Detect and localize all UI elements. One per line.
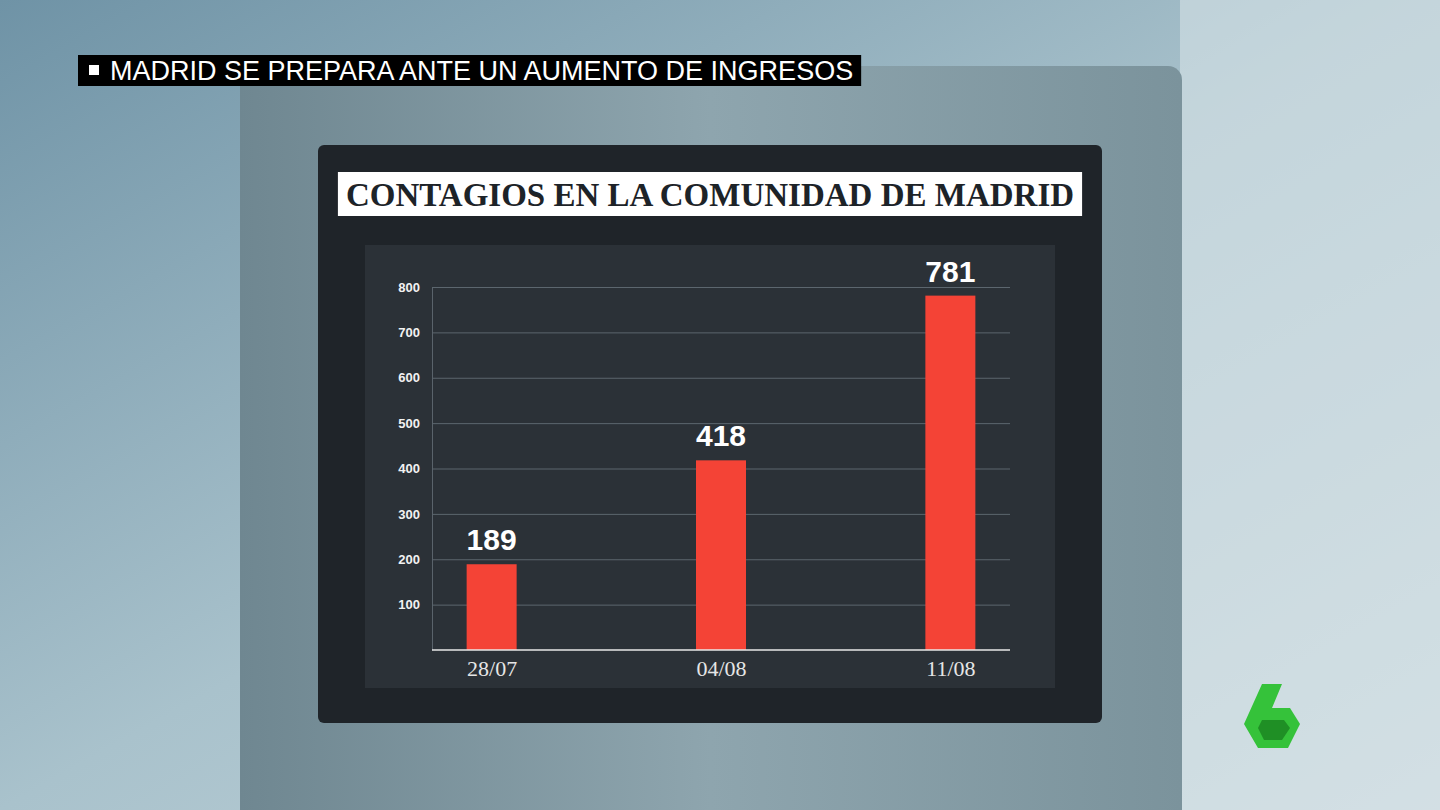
data-label: 189	[467, 523, 517, 556]
grid-line	[432, 332, 1010, 333]
y-tick-label: 800	[398, 280, 420, 295]
bar	[467, 564, 517, 650]
y-tick-label: 300	[398, 507, 420, 522]
y-tick-label: 500	[398, 416, 420, 431]
data-label: 781	[925, 255, 975, 288]
channel-logo	[1244, 684, 1300, 748]
y-tick: 800	[398, 280, 1010, 295]
x-tick: 04/08	[696, 656, 746, 681]
plot-panel	[365, 245, 1055, 688]
background-light	[1180, 0, 1440, 810]
bars	[467, 296, 976, 650]
title-text: CONTAGIOS EN LA COMUNIDAD DE MADRID	[346, 177, 1074, 213]
caption-text: MADRID SE PREPARA ANTE UN AUMENTO DE ING…	[110, 56, 853, 86]
monitor-screen	[318, 145, 1102, 723]
channel-logo-inner	[1258, 720, 1290, 740]
grid-line	[432, 378, 1010, 379]
bar	[925, 296, 975, 650]
x-tick: 28/07	[467, 656, 517, 681]
caption-bullet	[89, 65, 99, 75]
y-tick: 600	[398, 370, 1010, 385]
x-axis-line	[432, 649, 1010, 651]
title-box	[338, 172, 1082, 216]
x-tick-label: 28/07	[467, 656, 517, 681]
y-tick-label: 200	[398, 552, 420, 567]
data-label: 418	[696, 419, 746, 452]
grid-line	[432, 287, 1010, 288]
y-axis: 100 200 300 400 500 600 700 800	[398, 280, 1010, 651]
y-tick-label: 700	[398, 325, 420, 340]
bar	[696, 460, 746, 650]
y-tick-label: 400	[398, 461, 420, 476]
monitor-frame	[240, 66, 1182, 810]
x-tick: 11/08	[926, 656, 975, 681]
scene: MADRID SE PREPARA ANTE UN AUMENTO DE ING…	[0, 0, 1440, 810]
caption: MADRID SE PREPARA ANTE UN AUMENTO DE ING…	[78, 55, 861, 86]
y-tick-label: 100	[398, 597, 420, 612]
caption-box	[78, 55, 861, 86]
y-tick: 700	[398, 325, 1010, 340]
x-tick-label: 04/08	[696, 656, 746, 681]
title: CONTAGIOS EN LA COMUNIDAD DE MADRID	[338, 172, 1082, 216]
y-tick-label: 600	[398, 370, 420, 385]
x-tick-label: 11/08	[926, 656, 975, 681]
x-axis: 28/07 04/08 11/08	[432, 650, 1010, 681]
data-labels: 189 418 781	[467, 255, 976, 557]
